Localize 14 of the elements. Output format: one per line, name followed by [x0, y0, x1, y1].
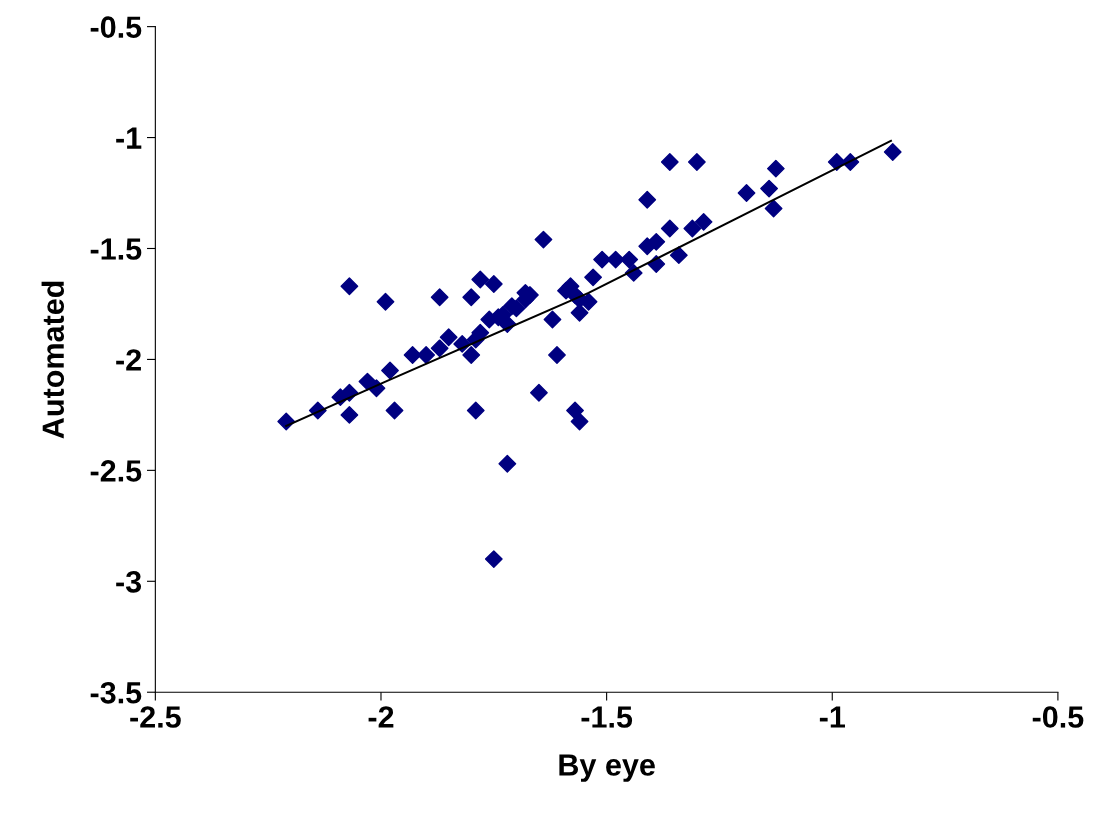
- x-axis-title: By eye: [559, 754, 655, 782]
- y-tick-label: -3.5: [90, 681, 142, 704]
- x-tick-label: -2: [368, 706, 394, 728]
- y-tick-label: -0.5: [90, 16, 142, 38]
- x-tick-label: -1.5: [581, 706, 633, 728]
- x-tick-label: -1: [819, 706, 845, 728]
- y-tick-label: -3: [116, 571, 142, 593]
- y-tick-label: -2: [116, 349, 141, 371]
- x-tick-label: -2.5: [130, 706, 181, 728]
- x-tick-label: -0.5: [1032, 706, 1084, 728]
- y-tick-label: -1: [116, 127, 142, 149]
- y-tick-label: -2.5: [90, 460, 142, 482]
- y-axis-title: Automated: [41, 281, 65, 439]
- y-tick-label: -1.5: [90, 238, 142, 260]
